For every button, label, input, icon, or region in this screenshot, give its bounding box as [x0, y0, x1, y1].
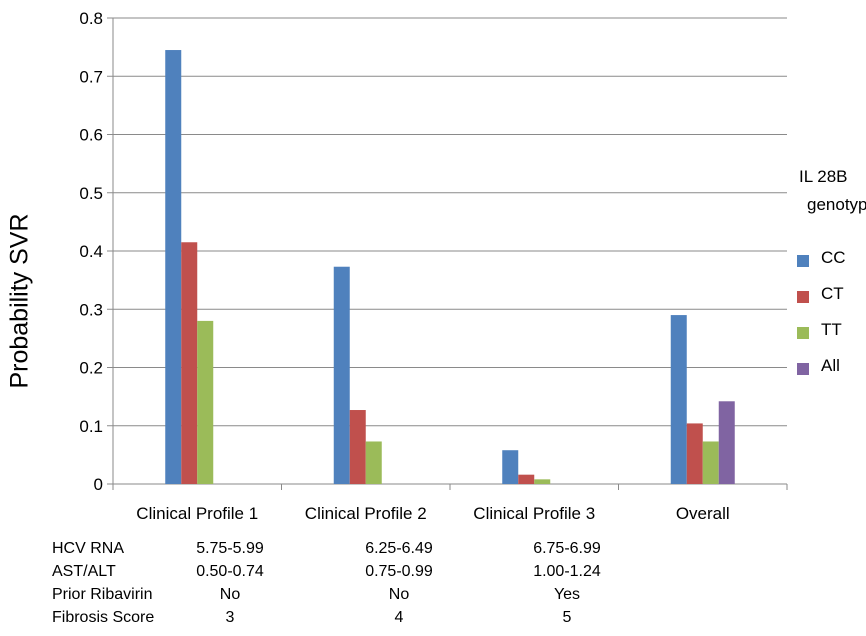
legend-title: IL 28B genotype [799, 163, 866, 219]
legend-title-line1: IL 28B [799, 167, 848, 186]
y-tick-label: 0.6 [79, 126, 103, 145]
x-tick-label: Clinical Profile 1 [136, 504, 258, 523]
row-label: Prior Ribavirin [52, 586, 153, 603]
table-cell: 5.75-5.99 [196, 540, 264, 557]
y-axis-label-box: Probability SVR [2, 186, 38, 416]
legend-swatch-ct [797, 291, 809, 303]
gridlines [113, 17, 787, 427]
table-row: AST/ALT 0.50-0.74 0.75-0.99 1.00-1.24 [52, 563, 852, 586]
bar-tt-clinical-profile-2 [365, 441, 382, 484]
table-cell: 5 [562, 609, 572, 626]
bar-tt-clinical-profile-3 [534, 479, 551, 484]
x-tick-label: Overall [676, 504, 730, 523]
x-tick-label: Clinical Profile 3 [473, 504, 595, 523]
bar-chart: 0 0.1 0.2 0.3 0.4 0.5 0.6 0.7 0.8 Clinical Profi… [79, 9, 788, 523]
table-cell: Yes [553, 586, 581, 603]
legend-label-ct: CT [821, 284, 844, 303]
y-tick-label: 0 [94, 475, 103, 494]
y-tick-label: 0.1 [79, 417, 103, 436]
bar-cc-clinical-profile-2 [333, 266, 350, 484]
legend-label-cc: CC [821, 248, 846, 267]
table-cell: 4 [394, 609, 404, 626]
y-axis-label: Probability SVR [5, 213, 34, 389]
x-tick-label: Clinical Profile 2 [305, 504, 427, 523]
y-tick-label: 0.3 [79, 300, 103, 319]
y-tick-label: 0.4 [79, 242, 103, 261]
bar-tt-clinical-profile-1 [197, 320, 214, 484]
legend-label-tt: TT [821, 320, 842, 339]
bar-ct-clinical-profile-3 [518, 474, 535, 484]
bar-ct-overall [686, 423, 703, 484]
legend-title-line2: genotype [807, 195, 866, 214]
table-row: Fibrosis Score 3 4 5 [52, 609, 852, 632]
bar-tt-overall [702, 441, 719, 484]
y-tick-label: 0.7 [79, 67, 103, 86]
bar-cc-overall [670, 315, 687, 484]
bar-ct-clinical-profile-2 [349, 410, 366, 484]
y-tick-label: 0.8 [79, 9, 103, 28]
table-cell: 0.75-0.99 [365, 563, 433, 580]
x-tick-labels: Clinical Profile 1 Clinical Profile 2 Clin… [136, 504, 729, 523]
table-cell: 1.00-1.24 [533, 563, 601, 580]
bar-ct-clinical-profile-1 [181, 242, 198, 484]
table-cell: 3 [225, 609, 235, 626]
legend-label-all: All [821, 356, 840, 375]
legend-swatch-tt [797, 327, 809, 339]
table-cell: 6.25-6.49 [365, 540, 433, 557]
table-row: Prior Ribavirin No No Yes [52, 586, 852, 609]
table-row: HCV RNA 5.75-5.99 6.25-6.49 6.75-6.99 [52, 540, 852, 563]
table-cell: 0.50-0.74 [196, 563, 264, 580]
row-label: AST/ALT [52, 563, 116, 580]
row-label: Fibrosis Score [52, 609, 155, 626]
legend-swatch-cc [797, 255, 809, 267]
table-cell: No [219, 586, 241, 603]
bar-all-overall [718, 401, 735, 484]
legend-swatch-all [797, 363, 809, 375]
y-tick-label: 0.5 [79, 184, 103, 203]
clinical-profile-table: HCV RNA 5.75-5.99 6.25-6.49 6.75-6.99 AS… [52, 540, 852, 632]
row-label: HCV RNA [52, 540, 125, 557]
y-tick-labels: 0 0.1 0.2 0.3 0.4 0.5 0.6 0.7 0.8 [79, 9, 103, 494]
y-tick-label: 0.2 [79, 359, 103, 378]
table-cell: No [388, 586, 410, 603]
bar-cc-clinical-profile-3 [502, 450, 519, 484]
bars [165, 50, 735, 484]
table-cell: 6.75-6.99 [533, 540, 601, 557]
bar-cc-clinical-profile-1 [165, 50, 182, 484]
